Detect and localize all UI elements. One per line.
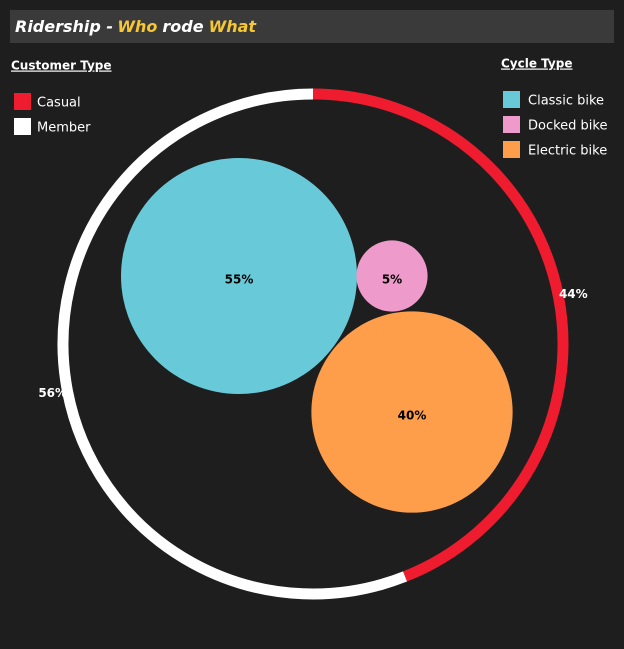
legend-label: Casual xyxy=(37,96,81,111)
data-label: 5% xyxy=(382,273,402,287)
legend-swatch xyxy=(14,118,31,135)
legend-label: Electric bike xyxy=(528,144,607,159)
title-part: rode xyxy=(162,17,203,36)
title-part: Ridership - xyxy=(15,17,112,36)
legend-title: Cycle Type xyxy=(501,57,572,71)
title-part: Who xyxy=(117,17,157,36)
data-label: 40% xyxy=(398,409,427,423)
legend-label: Classic bike xyxy=(528,94,604,109)
title-part: What xyxy=(209,17,258,36)
legend-swatch xyxy=(503,141,520,158)
legend-swatch xyxy=(503,116,520,133)
title-bar xyxy=(10,10,614,43)
legend-title: Customer Type xyxy=(11,59,112,73)
legend-swatch xyxy=(503,91,520,108)
data-label: 44% xyxy=(559,287,588,301)
bubble xyxy=(121,158,357,394)
ring-segment xyxy=(312,88,569,582)
data-label: 55% xyxy=(225,273,254,287)
legend-label: Docked bike xyxy=(528,119,608,134)
data-label: 56% xyxy=(38,386,67,400)
ring-segment xyxy=(57,88,408,600)
bubble xyxy=(311,311,513,513)
chart-title: Ridership - Who rode What xyxy=(15,17,257,36)
bubble xyxy=(356,240,428,312)
legend-swatch xyxy=(14,93,31,110)
legend-label: Member xyxy=(37,121,91,136)
